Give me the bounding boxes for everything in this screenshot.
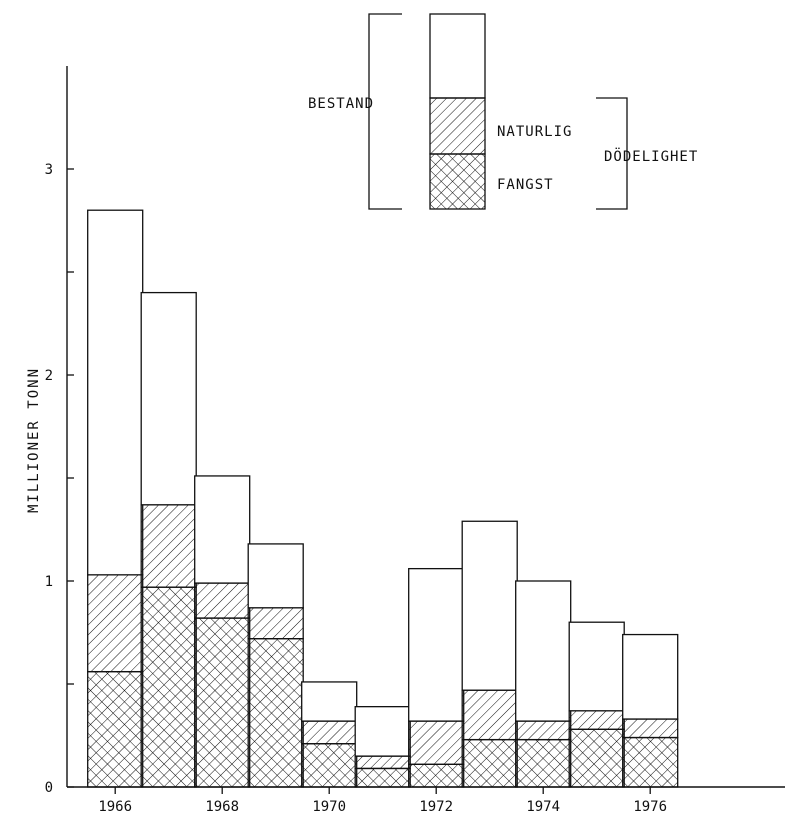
legend-bracket-bestand: [368, 13, 402, 210]
bar-naturlig-1976: [622, 718, 679, 739]
x-tick-label: 1976: [633, 799, 667, 815]
legend-swatch-naturlig: [429, 97, 486, 155]
bar-fangst-1975: [568, 728, 625, 788]
bar-bestand-1972: [408, 567, 465, 722]
legend-swatch-fangst: [429, 153, 486, 210]
legend-label-dodelighet: DÖDELIGHET: [604, 147, 698, 165]
bar-bestand-1976: [622, 633, 679, 720]
bar-fangst-1976: [622, 736, 679, 788]
legend-swatch-bestand: [429, 13, 486, 99]
x-tick-label: 1968: [205, 799, 239, 815]
x-tick-label: 1966: [98, 799, 132, 815]
y-axis-label: MILLIONER TONN: [26, 367, 42, 513]
bar-fangst-1974: [515, 738, 572, 788]
bar-fangst-1967: [140, 586, 197, 788]
y-tick-label: 1: [45, 574, 53, 590]
legend-label-naturlig: NATURLIG: [497, 124, 572, 140]
bars: [87, 209, 679, 788]
bar-fangst-1972: [408, 763, 465, 788]
bar-naturlig-1970: [301, 720, 358, 745]
bar-naturlig-1966: [87, 574, 144, 673]
bar-fangst-1968: [194, 617, 251, 788]
bar-bestand-1971: [354, 706, 411, 757]
bar-bestand-1968: [194, 475, 251, 584]
bar-fangst-1973: [461, 738, 518, 788]
legend: BESTAND NATURLIG DÖDELIGHET FANGST: [308, 13, 698, 210]
y-tick-label: 2: [45, 368, 53, 384]
bar-bestand-1975: [568, 621, 625, 712]
x-tick-labels: 1966 1968 1970 1972 1974 1976: [98, 787, 667, 815]
bar-fangst-1969: [247, 638, 304, 788]
bar-naturlig-1967: [140, 504, 197, 588]
x-tick-label: 1970: [312, 799, 346, 815]
bar-bestand-1970: [301, 681, 358, 722]
bar-bestand-1967: [140, 291, 197, 506]
x-tick-label: 1972: [419, 799, 453, 815]
bar-naturlig-1972: [408, 720, 465, 765]
bar-naturlig-1969: [247, 607, 304, 640]
legend-bracket-dodelighet: [596, 97, 628, 210]
bar-naturlig-1975: [568, 710, 625, 730]
bar-naturlig-1974: [515, 720, 572, 741]
bar-bestand-1973: [461, 520, 518, 691]
y-tick-label: 0: [45, 780, 53, 796]
y-tick-label: 3: [45, 162, 53, 178]
bar-fangst-1971: [354, 767, 411, 788]
legend-label-fangst: FANGST: [497, 177, 554, 193]
bar-naturlig-1971: [354, 755, 411, 770]
x-tick-label: 1974: [526, 799, 560, 815]
legend-label-bestand: BESTAND: [308, 96, 374, 112]
bar-bestand-1974: [515, 580, 572, 722]
bar-fangst-1966: [87, 670, 144, 788]
bar-bestand-1966: [87, 209, 144, 576]
bar-bestand-1969: [247, 543, 304, 609]
bar-fangst-1970: [301, 743, 358, 788]
y-tick-labels: 0 1 2 3: [45, 162, 74, 796]
bar-naturlig-1973: [461, 689, 518, 741]
bar-naturlig-1968: [194, 582, 251, 619]
